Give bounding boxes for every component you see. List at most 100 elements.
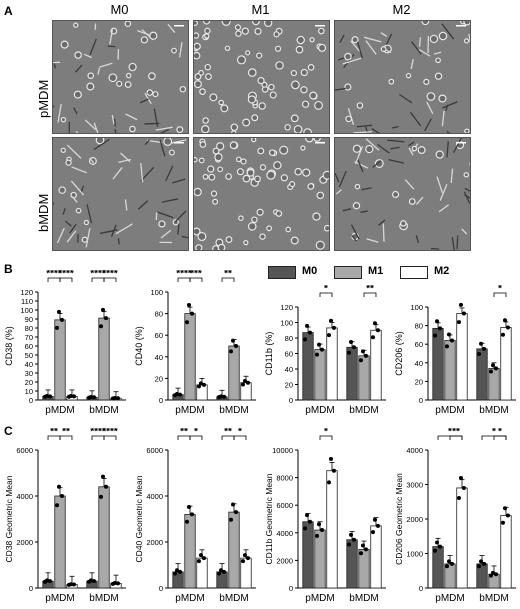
data-point (477, 351, 482, 356)
column-header-m1: M1 (251, 2, 270, 17)
y-tick-label: 60 (285, 350, 293, 359)
data-point (89, 578, 94, 583)
x-category-label: pMDM (305, 405, 334, 416)
significance-label: **** (102, 270, 118, 280)
data-point (370, 335, 375, 340)
data-point (458, 302, 463, 307)
significance-label: **** (176, 270, 192, 280)
data-point (231, 502, 235, 507)
significance-label: * (194, 428, 198, 438)
data-point (60, 494, 64, 498)
data-point (450, 338, 454, 343)
data-point (175, 568, 180, 573)
bar (346, 346, 358, 401)
y-tick-label: 70 (25, 333, 33, 342)
y-axis-label: CD40 (%) (134, 326, 144, 366)
micrograph-pmdm-m2 (334, 20, 471, 134)
data-point (219, 394, 224, 399)
data-point (315, 352, 319, 357)
y-tick-label: 20 (285, 381, 293, 390)
data-point (240, 382, 245, 387)
data-point (349, 532, 354, 537)
data-point (489, 573, 493, 578)
data-point (48, 579, 53, 584)
data-point (196, 384, 201, 389)
significance-label: * (492, 428, 496, 438)
data-point (178, 392, 183, 397)
y-tick-label: 40 (415, 359, 423, 368)
data-point (112, 580, 117, 585)
significance-label: **** (102, 428, 118, 438)
data-point (456, 495, 461, 500)
bar (184, 313, 196, 401)
y-axis-label: CD206 (%) (394, 331, 404, 376)
significance-label: ** (224, 428, 232, 438)
data-point (55, 325, 59, 330)
data-point (99, 494, 103, 499)
significance-label: * (238, 428, 242, 438)
bar (346, 539, 358, 589)
y-tick-label: 30 (25, 369, 33, 378)
data-point (491, 363, 495, 368)
y-tick-label: 6000 (146, 446, 163, 455)
data-point (494, 572, 498, 577)
data-point (185, 519, 189, 524)
x-category-label: pMDM (175, 405, 204, 416)
data-point (308, 330, 313, 335)
significance-bracket (221, 277, 235, 282)
bar (326, 470, 338, 589)
significance-bracket (103, 435, 117, 440)
y-tick-label: 10 (25, 387, 33, 396)
y-tick-label: 80 (415, 322, 423, 331)
data-point (242, 378, 247, 383)
data-point (175, 392, 180, 397)
data-point (68, 394, 73, 399)
y-tick-label: 100 (410, 303, 423, 312)
legend-label-m2: M2 (434, 265, 450, 277)
data-point (231, 338, 235, 343)
y-tick-label: 40 (25, 360, 33, 369)
y-tick-label: 0 (289, 396, 293, 405)
data-point (60, 317, 64, 322)
data-point (370, 530, 375, 535)
y-tick-label: 100 (280, 319, 293, 328)
data-point (494, 366, 498, 371)
y-tick-label: 2000 (146, 538, 163, 547)
x-category-label: bMDM (89, 405, 118, 416)
data-point (433, 548, 438, 553)
x-category-label: bMDM (219, 593, 248, 604)
data-point (68, 582, 73, 587)
data-point (447, 559, 451, 564)
significance-bracket (319, 435, 333, 440)
bar (98, 486, 110, 589)
bar (500, 327, 512, 401)
data-point (240, 559, 245, 564)
y-tick-label: 0 (159, 584, 163, 593)
significance-label: * (498, 285, 502, 295)
y-tick-label: 90 (25, 315, 33, 324)
y-tick-label: 80 (155, 310, 163, 319)
data-point (45, 394, 50, 399)
panel-b-label: B (4, 262, 13, 276)
data-point (435, 319, 440, 324)
y-tick-label: 40 (155, 353, 163, 362)
data-point (315, 533, 319, 538)
y-tick-label: 80 (25, 324, 33, 333)
data-point (112, 396, 117, 401)
data-point (222, 394, 227, 399)
data-point (115, 581, 120, 586)
significance-label: ** (224, 270, 232, 280)
data-point (461, 485, 466, 490)
data-point (308, 519, 313, 524)
y-axis-label: CD38 (%) (4, 326, 14, 366)
data-point (229, 349, 233, 354)
y-tick-label: 120 (20, 288, 33, 297)
data-point (89, 395, 94, 400)
data-point (320, 528, 324, 533)
micrograph-bmdm-m0 (52, 137, 189, 251)
y-axis-label: CD40 Geometric Mean (134, 475, 144, 562)
y-tick-label: 100 (20, 306, 33, 315)
data-point (445, 564, 449, 569)
chart-cd206-geomean: CD206 Geometric Mean 0 1000 2000 3000 4000 pMD… (394, 428, 516, 604)
data-point (234, 510, 238, 515)
